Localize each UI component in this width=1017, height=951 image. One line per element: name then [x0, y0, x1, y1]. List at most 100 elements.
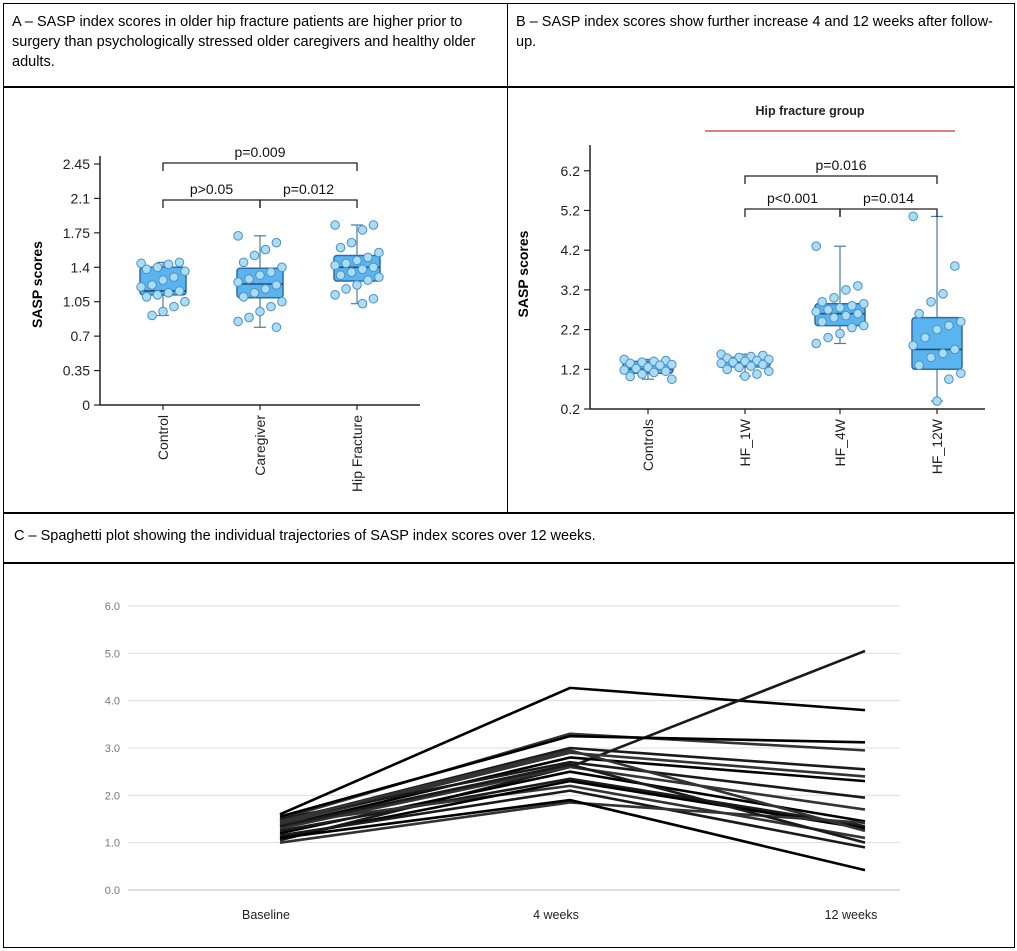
data-point [752, 369, 762, 379]
data-point [908, 340, 918, 351]
caption-c: C – Spaghetti plot showing the individua… [14, 528, 596, 544]
chart-c-spaghetti-plot: 0.0 1.0 2.0 3.0 4.0 5.0 6.0 Baseline 4 weeks 12 w… [105, 601, 900, 922]
trajectory-line [279, 779, 866, 840]
data-point [277, 296, 287, 307]
p-value-label: p=0.012 [283, 181, 334, 197]
data-point [357, 264, 368, 275]
trajectory-line [279, 734, 866, 818]
x-tick-label: Caregiver [252, 415, 268, 476]
p-value-label: p=0.016 [816, 157, 867, 173]
data-point [643, 362, 653, 373]
data-point [233, 277, 243, 287]
data-point [637, 357, 647, 367]
data-point [817, 296, 827, 307]
data-point [667, 359, 677, 370]
data-point [238, 291, 249, 302]
data-point [956, 316, 966, 327]
data-point [141, 291, 152, 302]
data-point [266, 267, 276, 278]
data-point [944, 374, 954, 385]
data-point [823, 332, 833, 343]
p-value-label: p>0.05 [190, 181, 233, 197]
p-value-label: p<0.001 [767, 190, 818, 206]
data-point [368, 262, 379, 273]
data-point [859, 320, 869, 331]
data-point [758, 359, 768, 370]
trajectory-line [279, 756, 866, 828]
data-point [266, 301, 276, 312]
y-tick-label: 4.0 [105, 696, 120, 708]
y-tick-label: 0.7 [71, 328, 91, 344]
data-point [764, 366, 774, 377]
data-point [374, 272, 384, 282]
data-point [637, 369, 647, 379]
y-tick-label: 1.75 [63, 225, 90, 241]
data-point [625, 371, 635, 382]
trajectory-line [279, 760, 866, 821]
data-point [649, 367, 659, 378]
y-tick-label: 1.0 [105, 838, 120, 850]
data-point [352, 280, 362, 290]
data-point [914, 308, 924, 319]
data-point [180, 266, 190, 277]
data-point [346, 267, 357, 278]
group-label: Hip fracture group [755, 104, 864, 118]
data-point [233, 231, 243, 241]
data-point [847, 300, 857, 311]
y-tick-label: 2.1 [71, 190, 91, 206]
x-tick-label: Baseline [242, 908, 290, 922]
data-point [158, 306, 168, 317]
y-tick-label: 2.0 [105, 790, 120, 802]
data-point [764, 354, 774, 365]
y-tick-label: 0.0 [105, 885, 120, 897]
data-point [330, 220, 340, 230]
data-point [932, 324, 942, 335]
data-point [180, 296, 190, 307]
panel-b-chart-box [507, 86, 1015, 514]
x-tick-label: Controls [640, 419, 656, 471]
y-tick-label: 0.2 [561, 401, 581, 417]
data-point [835, 302, 845, 313]
data-point [956, 368, 966, 379]
data-point [914, 360, 924, 371]
data-point [136, 282, 146, 292]
y-tick-label: 5.2 [561, 202, 581, 218]
caption-a: A – SASP index scores in older hip fract… [12, 14, 476, 70]
chart-a-box-plot: 0 0.35 0.7 1.05 1.4 1.75 2.1 2.45 SASP scores Con… [29, 144, 420, 492]
data-point [920, 332, 930, 343]
y-tick-label: 4.2 [561, 242, 581, 258]
data-point [357, 298, 368, 309]
data-point [238, 257, 249, 268]
p-value-label: p=0.009 [235, 144, 286, 160]
data-point [926, 296, 936, 307]
data-point [271, 237, 282, 248]
x-tick-label: 4 weeks [533, 908, 579, 922]
trajectory-line [279, 798, 866, 872]
x-tick-label: HF_1W [737, 418, 753, 466]
data-point [950, 261, 960, 271]
y-tick-label: 2.2 [561, 322, 581, 338]
trajectory-line [279, 777, 866, 833]
data-point [619, 365, 629, 375]
data-point [346, 237, 357, 248]
chart-b-box-plot: 0.2 1.2 2.2 3.2 4.2 5.2 6.2 SASP scores Controls… [515, 104, 985, 474]
data-point [141, 264, 152, 275]
data-point [277, 262, 287, 273]
data-point [829, 312, 839, 323]
y-axis-title: SASP scores [515, 230, 531, 317]
y-tick-label: 3.0 [105, 743, 120, 755]
data-point [728, 357, 738, 367]
data-point [255, 270, 265, 280]
data-point [335, 242, 346, 253]
data-point [174, 257, 185, 268]
trajectory-line [279, 765, 866, 830]
significance-bracket [744, 208, 841, 217]
data-point [823, 304, 833, 315]
data-point [841, 310, 851, 321]
data-point [136, 258, 146, 269]
x-tick-label: 12 weeks [825, 908, 878, 922]
data-point [655, 360, 665, 371]
significance-bracket [839, 208, 938, 217]
y-tick-label: 1.2 [561, 361, 581, 377]
panel-c-caption-box [3, 512, 1015, 564]
